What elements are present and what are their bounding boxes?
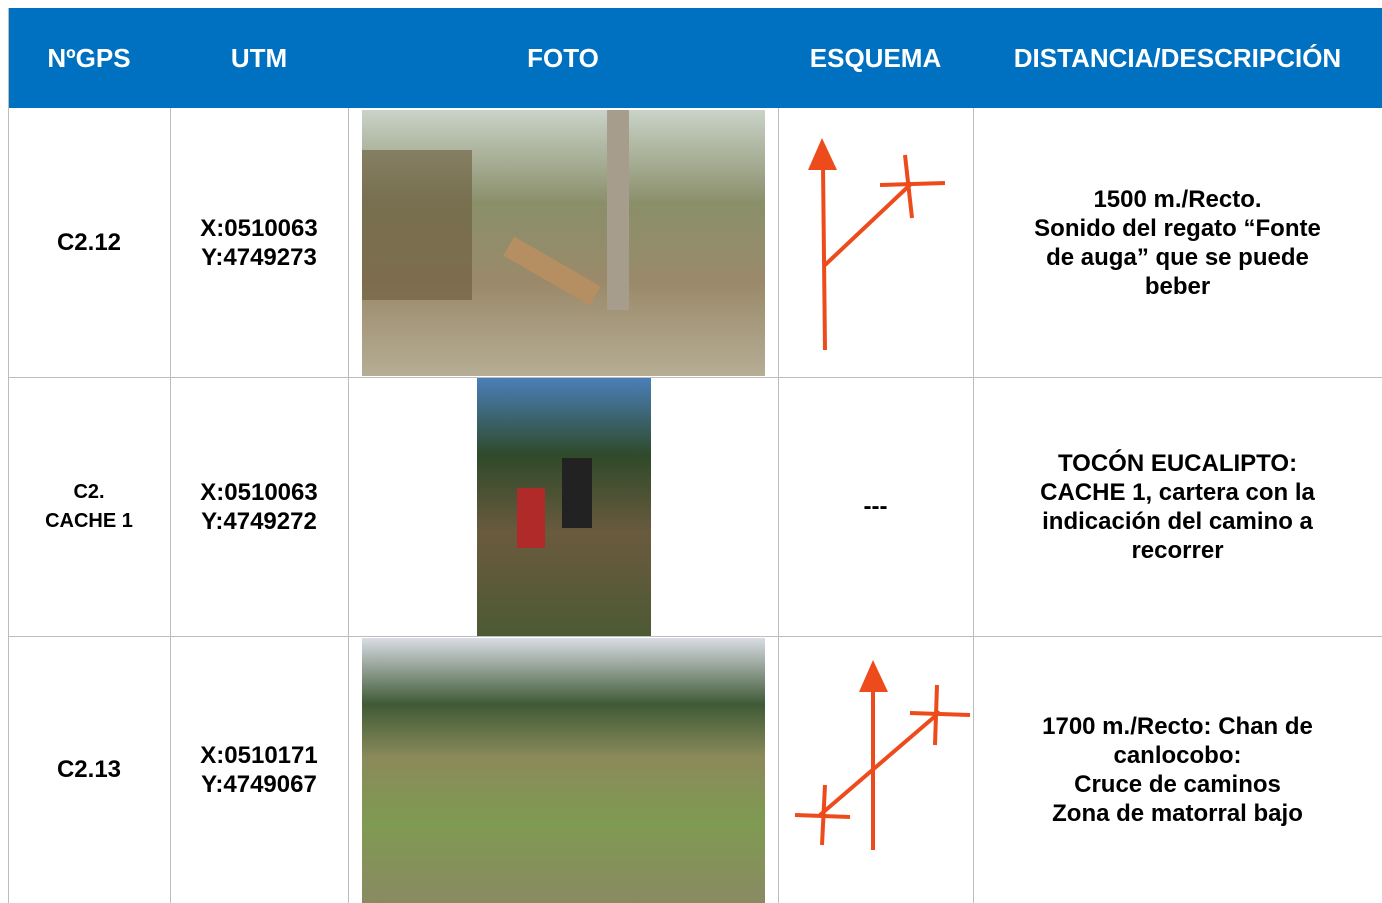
- text-line: CACHE 1: [45, 509, 133, 532]
- text-line: C2.12: [56, 229, 122, 256]
- scheme-arrows: [794, 154, 971, 850]
- text-line: indicación del camino a: [1042, 507, 1313, 535]
- photo: [477, 378, 651, 636]
- photo: [362, 638, 765, 903]
- border: [8, 636, 1382, 637]
- border: [170, 108, 171, 903]
- photo: [362, 110, 765, 376]
- text-line: canlocobo:: [1113, 741, 1242, 769]
- text-line: X:0510063: [200, 478, 318, 506]
- text-line: recorrer: [1131, 536, 1224, 564]
- header-bar: [8, 8, 1382, 108]
- text-line: Cruce de caminos: [1074, 770, 1281, 798]
- header-cell: DISTANCIA/DESCRIPCIÓN: [1013, 42, 1342, 73]
- text-line: Y:4749273: [201, 243, 317, 271]
- utm-cell: X:0510063 Y:4749272: [170, 377, 348, 636]
- arrow-head: [859, 660, 888, 692]
- header-cell: FOTO: [527, 42, 599, 73]
- border: [348, 108, 349, 903]
- text-line: Sonido del regato “Fonte: [1034, 214, 1321, 242]
- text-line: beber: [1144, 272, 1211, 300]
- border: [778, 108, 779, 903]
- text-line: C2.13: [56, 756, 122, 783]
- header-cell: ESQUEMA: [809, 42, 942, 73]
- text-line: Y:4749272: [201, 507, 317, 535]
- border: [973, 108, 974, 903]
- text-line: C2.: [73, 480, 105, 503]
- text-line: de auga” que se puede: [1046, 243, 1309, 271]
- header-cell: UTM: [230, 42, 288, 73]
- gps-cell: C2. CACHE 1: [8, 377, 170, 636]
- gps-cell: C2.12: [8, 108, 170, 377]
- text-line: Y:4749067: [201, 770, 317, 798]
- utm-cell: X:0510171 Y:4749067: [170, 636, 348, 903]
- header-cell: NºGPS: [47, 42, 131, 73]
- border: [8, 377, 1382, 378]
- border: [8, 8, 9, 903]
- gps-cell: C2.13: [8, 636, 170, 903]
- description-cell: 1700 m./Recto: Chan de canlocobo: Cruce de…: [973, 636, 1382, 903]
- text-line: X:0510063: [200, 214, 318, 242]
- utm-cell: X:0510063 Y:4749273: [170, 108, 348, 377]
- arrow-head: [808, 138, 837, 170]
- text-line: X:0510171: [200, 741, 318, 769]
- description-cell: 1500 m./Recto. Sonido del regato “Fonte de…: [973, 108, 1382, 377]
- text-line: Zona de matorral bajo: [1052, 799, 1303, 827]
- description-cell: TOCÓN EUCALIPTO: CACHE 1, cartera con la i…: [973, 377, 1382, 636]
- scheme-cell: ---: [778, 377, 973, 636]
- text-line: TOCÓN EUCALIPTO:: [1057, 449, 1298, 477]
- text-line: ---: [863, 493, 888, 520]
- text-line: CACHE 1, cartera con la: [1040, 478, 1315, 506]
- text-line: 1500 m./Recto.: [1093, 185, 1262, 213]
- text-line: 1700 m./Recto: Chan de: [1042, 712, 1313, 740]
